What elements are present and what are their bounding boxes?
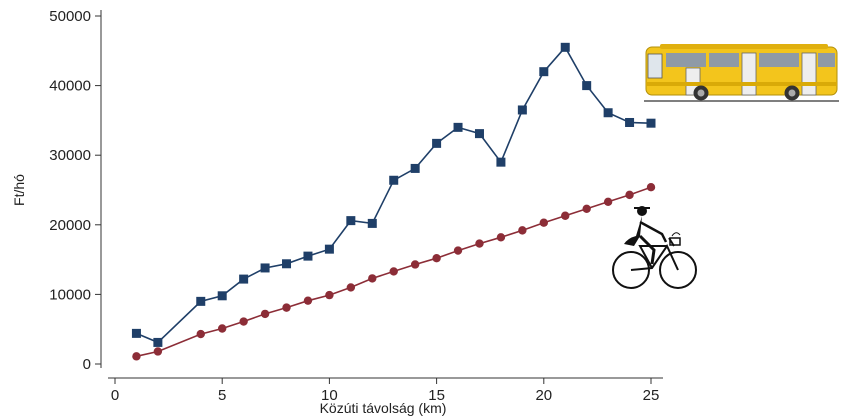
series-line: [136, 45, 652, 344]
data-point: [389, 175, 399, 185]
data-point: [496, 233, 506, 242]
data-point: [625, 117, 635, 127]
data-point: [282, 303, 291, 312]
y-tick-label: 20000: [49, 217, 91, 234]
data-point: [196, 296, 206, 306]
data-point: [153, 337, 163, 347]
x-ticks: 0 5 10 15 20 25: [111, 378, 660, 404]
data-point: [603, 108, 613, 118]
data-point: [496, 157, 506, 167]
data-point: [646, 118, 656, 128]
data-point: [475, 239, 484, 248]
data-point: [239, 274, 249, 284]
y-ticks: 0 10000 20000 30000 40000 50000: [49, 8, 101, 373]
data-point: [325, 290, 334, 300]
y-tick-label: 30000: [49, 147, 91, 164]
data-point: [324, 244, 334, 254]
data-point: [432, 138, 442, 148]
y-axis-title: Ft/hó: [11, 174, 27, 206]
bus-icon: [644, 44, 839, 102]
data-point: [260, 263, 270, 273]
data-point: [517, 105, 527, 115]
data-point: [432, 254, 441, 263]
series-layer: [131, 42, 656, 361]
data-point: [196, 329, 205, 339]
data-point: [560, 42, 570, 52]
y-tick-label: 40000: [49, 78, 91, 95]
x-axis-title: Közúti távolság (km): [320, 400, 447, 416]
data-point: [260, 309, 270, 319]
x-tick-label: 5: [218, 387, 226, 404]
data-point: [603, 197, 613, 207]
series-1: [131, 42, 656, 347]
axes: [100, 10, 663, 379]
x-tick-label: 25: [643, 387, 660, 404]
x-tick-label: 20: [535, 387, 552, 404]
data-point: [217, 291, 227, 301]
data-point: [346, 216, 356, 226]
data-point: [153, 347, 163, 356]
data-point: [410, 260, 420, 269]
data-point: [131, 328, 141, 338]
data-point: [539, 67, 549, 77]
data-point: [132, 352, 141, 361]
data-point: [239, 317, 248, 326]
data-point: [582, 81, 592, 91]
data-point: [367, 218, 377, 228]
data-point: [582, 204, 591, 213]
data-point: [218, 324, 227, 333]
data-point: [539, 218, 548, 227]
y-tick-label: 50000: [49, 8, 91, 25]
data-point: [474, 129, 484, 139]
data-point: [389, 267, 398, 276]
data-point: [625, 190, 634, 200]
data-point: [303, 251, 313, 261]
data-point: [561, 211, 570, 220]
cyclist-icon: [612, 206, 697, 289]
data-point: [518, 226, 527, 235]
data-point: [646, 183, 656, 192]
x-tick-label: 10: [321, 387, 338, 404]
data-point: [303, 296, 313, 305]
data-point: [282, 259, 292, 269]
data-point: [368, 274, 377, 283]
x-tick-label: 15: [428, 387, 445, 404]
y-tick-label: 10000: [49, 286, 91, 303]
x-tick-label: 0: [111, 387, 119, 404]
y-tick-label: 0: [83, 356, 91, 373]
data-point: [346, 283, 356, 292]
data-point: [453, 122, 463, 132]
data-point: [410, 163, 420, 173]
data-point: [453, 246, 463, 255]
series-2: [132, 183, 656, 361]
